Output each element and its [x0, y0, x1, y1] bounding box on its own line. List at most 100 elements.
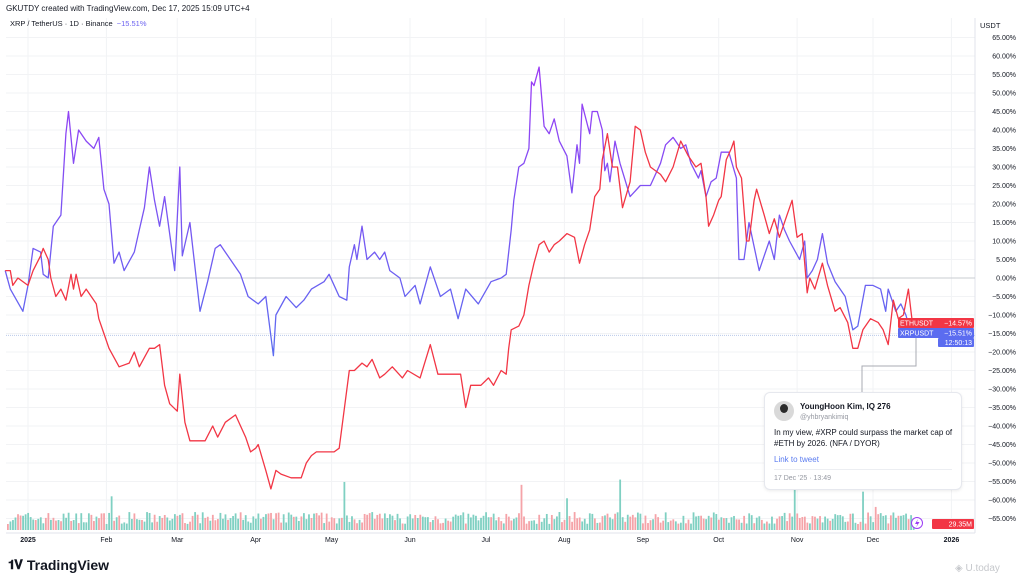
volume-bar: [771, 516, 773, 530]
volume-bar: [292, 516, 295, 530]
volume-bar: [419, 514, 422, 530]
y-tick-label: −45.00%: [988, 442, 1016, 449]
volume-bar: [859, 521, 862, 530]
volume-bar: [669, 520, 672, 530]
volume-bar: [52, 517, 55, 530]
volume-bar: [173, 514, 176, 530]
tweet-link[interactable]: Link to tweet: [774, 455, 819, 464]
volume-bar: [229, 518, 232, 530]
volume-bar: [414, 514, 417, 530]
volume-bar: [265, 514, 267, 530]
volume-bar: [57, 520, 60, 530]
volume-bar: [421, 516, 424, 530]
volume-bar: [90, 514, 93, 530]
volume-bar: [244, 515, 247, 530]
volume-bar: [523, 516, 525, 530]
volume-bar: [806, 522, 809, 530]
volume-bar: [77, 523, 80, 530]
volume-bar: [133, 513, 136, 530]
y-tick-label: 25.00%: [992, 183, 1016, 190]
volume-bar: [206, 516, 209, 530]
volume-bar: [323, 523, 326, 530]
volume-bar: [763, 523, 766, 530]
y-tick-label: −40.00%: [988, 424, 1016, 431]
volume-bar: [525, 523, 528, 530]
volume-bar: [19, 515, 22, 530]
volume-bar: [219, 512, 222, 530]
eth-value-label: −14.57%: [944, 321, 972, 328]
volume-bar: [472, 514, 475, 530]
volume-bar: [148, 512, 151, 530]
volume-bar: [60, 521, 62, 530]
volume-bar: [325, 513, 328, 530]
volume-bar: [609, 517, 611, 530]
volume-bar: [234, 513, 237, 530]
volume-bar: [748, 513, 751, 530]
price-labels: ETHUSDT −14.57% XRPUSDT −15.51% 12:50:13 29.3…: [898, 318, 974, 529]
volume-bar: [889, 515, 892, 530]
volume-bar: [376, 514, 379, 530]
volume-bar: [758, 516, 761, 530]
volume-bar: [725, 518, 728, 530]
volume-bar: [209, 520, 212, 530]
volume-bar: [93, 521, 95, 530]
x-tick-label: 2025: [20, 537, 36, 544]
volume-bar: [791, 516, 794, 530]
x-tick-label: Sep: [637, 537, 650, 544]
volume-bar: [343, 481, 346, 530]
volume-bar: [295, 516, 298, 530]
volume-bar: [399, 518, 401, 530]
tradingview-logo[interactable]: 𝟏𝐕 TradingView: [8, 557, 109, 573]
symbol-legend[interactable]: XRP / TetherUS · 1D · Binance −15.51%: [10, 19, 147, 28]
volume-bar: [690, 523, 692, 530]
volume-bar: [482, 515, 485, 530]
volume-bar: [391, 515, 394, 530]
volume-bar: [834, 514, 837, 530]
volume-bar: [487, 517, 490, 530]
volume-bar: [123, 522, 126, 530]
volume-bar: [874, 506, 877, 530]
volume-bar: [113, 520, 116, 530]
volume-bar: [884, 515, 887, 530]
volume-bar: [166, 517, 169, 530]
y-tick-label: −35.00%: [988, 405, 1016, 412]
volume-bar: [141, 519, 143, 530]
volume-bar: [518, 513, 520, 530]
tweet-connector: [861, 336, 917, 392]
volume-bar: [62, 513, 65, 530]
volume-bar: [528, 521, 530, 530]
volume-bar: [841, 516, 844, 530]
xrp-label-bg: [898, 328, 974, 338]
volume-bar: [796, 513, 799, 530]
volume-bar: [366, 514, 369, 530]
volume-bar: [824, 516, 826, 530]
volume-bar: [146, 512, 148, 530]
divider: [774, 469, 952, 470]
series-line-xrpusdt: [4, 66, 914, 357]
symbol-title: XRP / TetherUS · 1D · Binance: [10, 19, 113, 28]
lightning-icon[interactable]: [911, 517, 923, 529]
volume-bar: [743, 515, 746, 530]
volume-bar: [328, 521, 331, 530]
volume-bar: [82, 522, 85, 530]
volume-bar: [520, 484, 523, 530]
tweet-author: YoungHoon Kim, IQ 276: [800, 402, 891, 411]
volume-bar: [457, 515, 460, 530]
y-tick-label: 65.00%: [992, 35, 1016, 42]
volume-bar: [447, 520, 450, 530]
volume-bar: [452, 516, 455, 530]
volume-bar: [480, 517, 482, 530]
y-tick-label: −30.00%: [988, 387, 1016, 394]
volume-bar: [735, 519, 738, 530]
x-tick-label: Nov: [791, 537, 804, 544]
volume-bar: [495, 520, 498, 530]
volume-bar: [181, 513, 184, 530]
volume-bar: [95, 516, 98, 530]
volume-bar: [277, 512, 280, 530]
volume-bar: [280, 522, 283, 530]
volume-bar: [639, 513, 642, 530]
volume-bar: [37, 518, 40, 530]
x-tick-label: 2026: [944, 537, 960, 544]
tweet-text: In my view, #XRP could surpass the marke…: [774, 428, 953, 448]
